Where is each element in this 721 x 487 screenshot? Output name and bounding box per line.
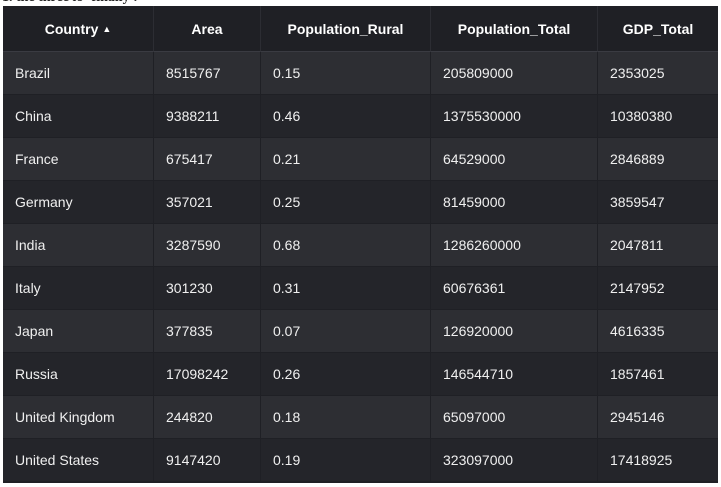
country-cell: Italy bbox=[3, 267, 154, 310]
population-total-cell: 1286260000 bbox=[431, 224, 598, 267]
column-header-label: Country bbox=[44, 20, 99, 37]
table-row[interactable]: Italy 301230 0.31 60676361 2147952 bbox=[3, 267, 718, 310]
area-cell: 9388211 bbox=[154, 95, 261, 138]
table-row[interactable]: India 3287590 0.68 1286260000 2047811 bbox=[3, 224, 718, 267]
gdp-total-cell: 10380380 bbox=[598, 95, 718, 138]
population-rural-cell: 0.25 bbox=[261, 181, 431, 224]
area-cell: 675417 bbox=[154, 138, 261, 181]
column-header-country[interactable]: Country ▲ bbox=[3, 6, 154, 52]
data-table-container: Country ▲ Area Population_Rural Populatio… bbox=[3, 6, 718, 483]
area-cell: 377835 bbox=[154, 310, 261, 353]
area-cell: 357021 bbox=[154, 181, 261, 224]
column-header-label: Population_Rural bbox=[287, 20, 404, 37]
sort-ascending-icon: ▲ bbox=[102, 23, 112, 34]
gdp-total-cell: 3859547 bbox=[598, 181, 718, 224]
header-row: Country ▲ Area Population_Rural Populatio… bbox=[3, 6, 718, 52]
population-rural-cell: 0.21 bbox=[261, 138, 431, 181]
column-header-population-rural[interactable]: Population_Rural bbox=[261, 6, 431, 52]
column-header-label: Area bbox=[191, 20, 223, 37]
population-rural-cell: 0.19 bbox=[261, 439, 431, 482]
gdp-total-cell: 2846889 bbox=[598, 138, 718, 181]
table-body: Brazil 8515767 0.15 205809000 2353025 China 93… bbox=[3, 52, 718, 482]
gdp-total-cell: 17418925 bbox=[598, 439, 718, 482]
gdp-total-cell: 1857461 bbox=[598, 353, 718, 396]
area-cell: 3287590 bbox=[154, 224, 261, 267]
gdp-total-cell: 2047811 bbox=[598, 224, 718, 267]
population-total-cell: 205809000 bbox=[431, 52, 598, 95]
column-header-population-total[interactable]: Population_Total bbox=[431, 6, 598, 52]
clipped-top-text: 1. the three lo- finally : bbox=[2, 0, 138, 5]
population-total-cell: 64529000 bbox=[431, 138, 598, 181]
country-cell: Russia bbox=[3, 353, 154, 396]
area-cell: 244820 bbox=[154, 396, 261, 439]
area-cell: 17098242 bbox=[154, 353, 261, 396]
table-row[interactable]: France 675417 0.21 64529000 2846889 bbox=[3, 138, 718, 181]
population-rural-cell: 0.18 bbox=[261, 396, 431, 439]
area-cell: 301230 bbox=[154, 267, 261, 310]
gdp-total-cell: 2353025 bbox=[598, 52, 718, 95]
country-cell: China bbox=[3, 95, 154, 138]
country-cell: Brazil bbox=[3, 52, 154, 95]
country-cell: Germany bbox=[3, 181, 154, 224]
population-total-cell: 81459000 bbox=[431, 181, 598, 224]
country-cell: France bbox=[3, 138, 154, 181]
population-total-cell: 146544710 bbox=[431, 353, 598, 396]
population-rural-cell: 0.26 bbox=[261, 353, 431, 396]
country-cell: India bbox=[3, 224, 154, 267]
table-row[interactable]: Brazil 8515767 0.15 205809000 2353025 bbox=[3, 52, 718, 95]
table-row[interactable]: United States 9147420 0.19 323097000 1741892… bbox=[3, 439, 718, 482]
population-rural-cell: 0.15 bbox=[261, 52, 431, 95]
country-cell: Japan bbox=[3, 310, 154, 353]
table-row[interactable]: China 9388211 0.46 1375530000 10380380 bbox=[3, 95, 718, 138]
country-cell: United States bbox=[3, 439, 154, 482]
population-rural-cell: 0.31 bbox=[261, 267, 431, 310]
population-total-cell: 1375530000 bbox=[431, 95, 598, 138]
gdp-total-cell: 2945146 bbox=[598, 396, 718, 439]
table-row[interactable]: Russia 17098242 0.26 146544710 1857461 bbox=[3, 353, 718, 396]
population-total-cell: 65097000 bbox=[431, 396, 598, 439]
population-total-cell: 126920000 bbox=[431, 310, 598, 353]
table-row[interactable]: Japan 377835 0.07 126920000 4616335 bbox=[3, 310, 718, 353]
table-row[interactable]: Germany 357021 0.25 81459000 3859547 bbox=[3, 181, 718, 224]
column-header-area[interactable]: Area bbox=[154, 6, 261, 52]
gdp-total-cell: 4616335 bbox=[598, 310, 718, 353]
population-rural-cell: 0.68 bbox=[261, 224, 431, 267]
population-rural-cell: 0.46 bbox=[261, 95, 431, 138]
column-header-label: GDP_Total bbox=[622, 20, 694, 37]
data-table: Country ▲ Area Population_Rural Populatio… bbox=[3, 6, 718, 482]
population-total-cell: 60676361 bbox=[431, 267, 598, 310]
table-row[interactable]: United Kingdom 244820 0.18 65097000 2945146 bbox=[3, 396, 718, 439]
area-cell: 8515767 bbox=[154, 52, 261, 95]
country-cell: United Kingdom bbox=[3, 396, 154, 439]
column-header-gdp-total[interactable]: GDP_Total bbox=[598, 6, 718, 52]
population-rural-cell: 0.07 bbox=[261, 310, 431, 353]
column-header-label: Population_Total bbox=[457, 20, 571, 37]
population-total-cell: 323097000 bbox=[431, 439, 598, 482]
area-cell: 9147420 bbox=[154, 439, 261, 482]
gdp-total-cell: 2147952 bbox=[598, 267, 718, 310]
